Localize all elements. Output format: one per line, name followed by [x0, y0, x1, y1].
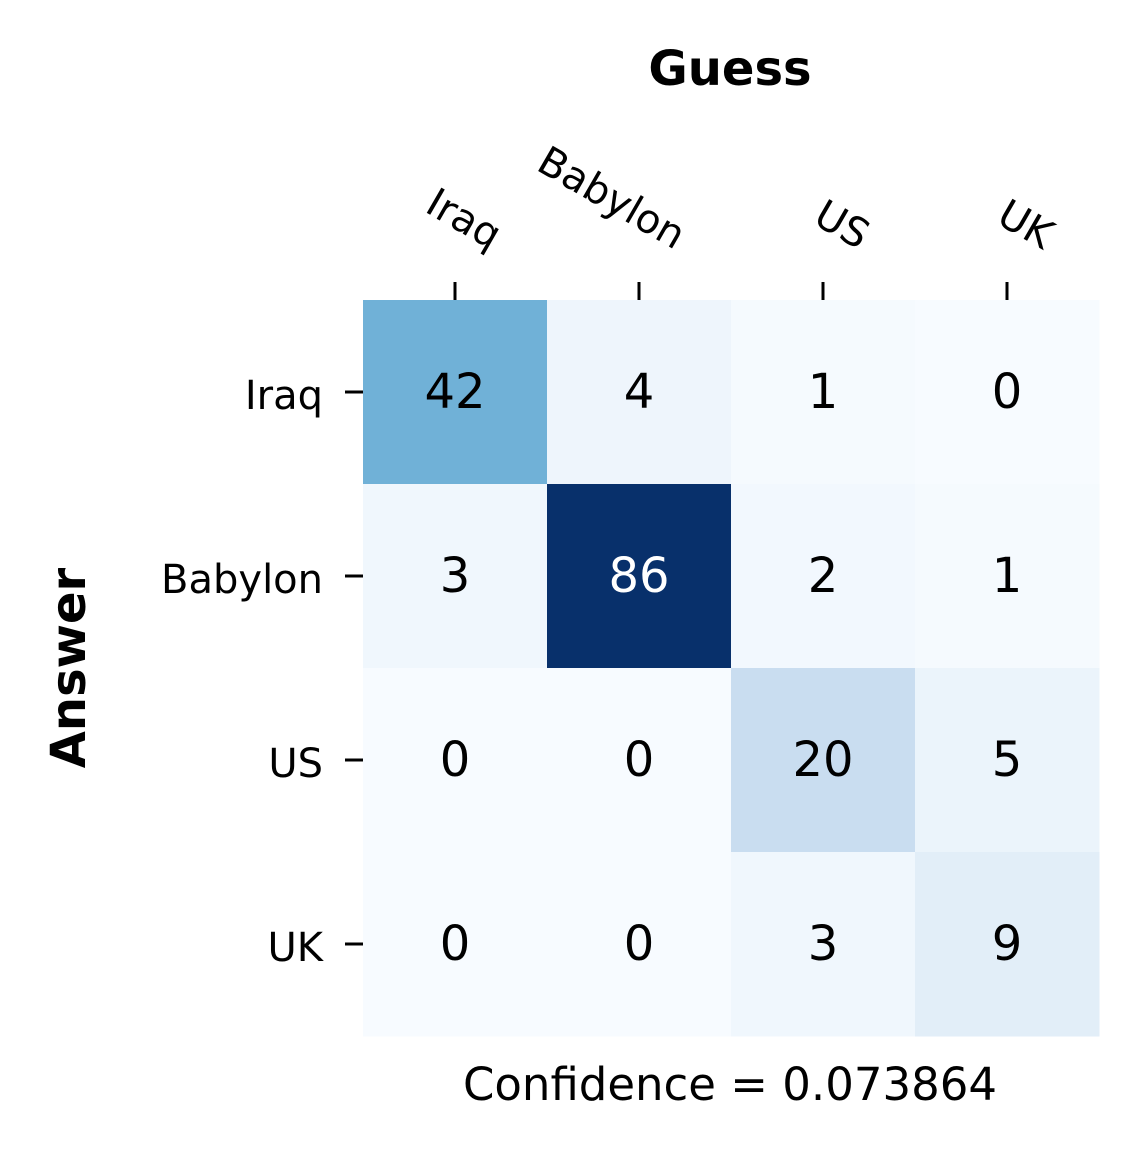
y-tick-label-iraq: Iraq — [245, 373, 323, 419]
x-tick-label-us: US — [807, 191, 877, 258]
y-tick-label-us: US — [268, 741, 323, 787]
cell-value-label: 3 — [808, 916, 839, 972]
cell-value-label: 0 — [440, 916, 471, 972]
heatmap-cell-us-babylon — [547, 668, 732, 853]
heatmap-cell-us-us — [731, 668, 916, 853]
heatmap-cell-uk-babylon — [547, 852, 732, 1037]
heatmap-cells: 42 4 1 0 3 86 2 1 0 0 20 5 0 0 3 9 — [363, 300, 1100, 1037]
heatmap-cell-iraq-uk — [915, 300, 1100, 485]
heatmap-cell-uk-uk — [915, 852, 1100, 1037]
heatmap-cell-us-uk — [915, 668, 1100, 853]
heatmap-cell-iraq-us — [731, 300, 916, 485]
cell-value-label: 20 — [792, 732, 853, 788]
heatmap-cell-iraq-babylon — [547, 300, 732, 485]
cell-value-label: 1 — [992, 548, 1023, 604]
cell-value-label: 4 — [624, 364, 655, 420]
x-axis-title: Guess — [648, 41, 811, 97]
cell-value-label: 0 — [624, 732, 655, 788]
y-tick-label-uk: UK — [267, 925, 324, 971]
heatmap-cell-uk-iraq — [363, 852, 548, 1037]
heatmap-cell-babylon-babylon — [547, 484, 732, 669]
cell-value-label: 5 — [992, 732, 1023, 788]
cell-value-label: 0 — [624, 916, 655, 972]
cell-value-label: 0 — [440, 732, 471, 788]
heatmap-cell-babylon-us — [731, 484, 916, 669]
x-axis-ticks: Iraq Babylon US UK — [418, 138, 1063, 300]
cell-value-label: 1 — [808, 364, 839, 420]
heatmap-cell-us-iraq — [363, 668, 548, 853]
cell-value-label: 0 — [992, 364, 1023, 420]
heatmap-cell-uk-us — [731, 852, 916, 1037]
cell-value-label: 3 — [440, 548, 471, 604]
cell-value-label: 2 — [808, 548, 839, 604]
cell-value-label: 42 — [424, 364, 485, 420]
x-tick-label-babylon: Babylon — [530, 138, 693, 259]
x-tick-label-iraq: Iraq — [418, 180, 509, 259]
y-axis-title: Answer — [41, 567, 97, 768]
cell-value-label: 9 — [992, 916, 1023, 972]
cell-value-label: 86 — [608, 548, 669, 604]
y-tick-label-babylon: Babylon — [161, 557, 323, 603]
confidence-note: Confidence = 0.073864 — [463, 1058, 997, 1111]
y-axis-ticks: Iraq Babylon US UK — [161, 373, 363, 971]
x-tick-label-uk: UK — [990, 191, 1063, 259]
heatmap-cell-babylon-iraq — [363, 484, 548, 669]
heatmap-cell-babylon-uk — [915, 484, 1100, 669]
heatmap-cell-iraq-iraq — [363, 300, 548, 485]
